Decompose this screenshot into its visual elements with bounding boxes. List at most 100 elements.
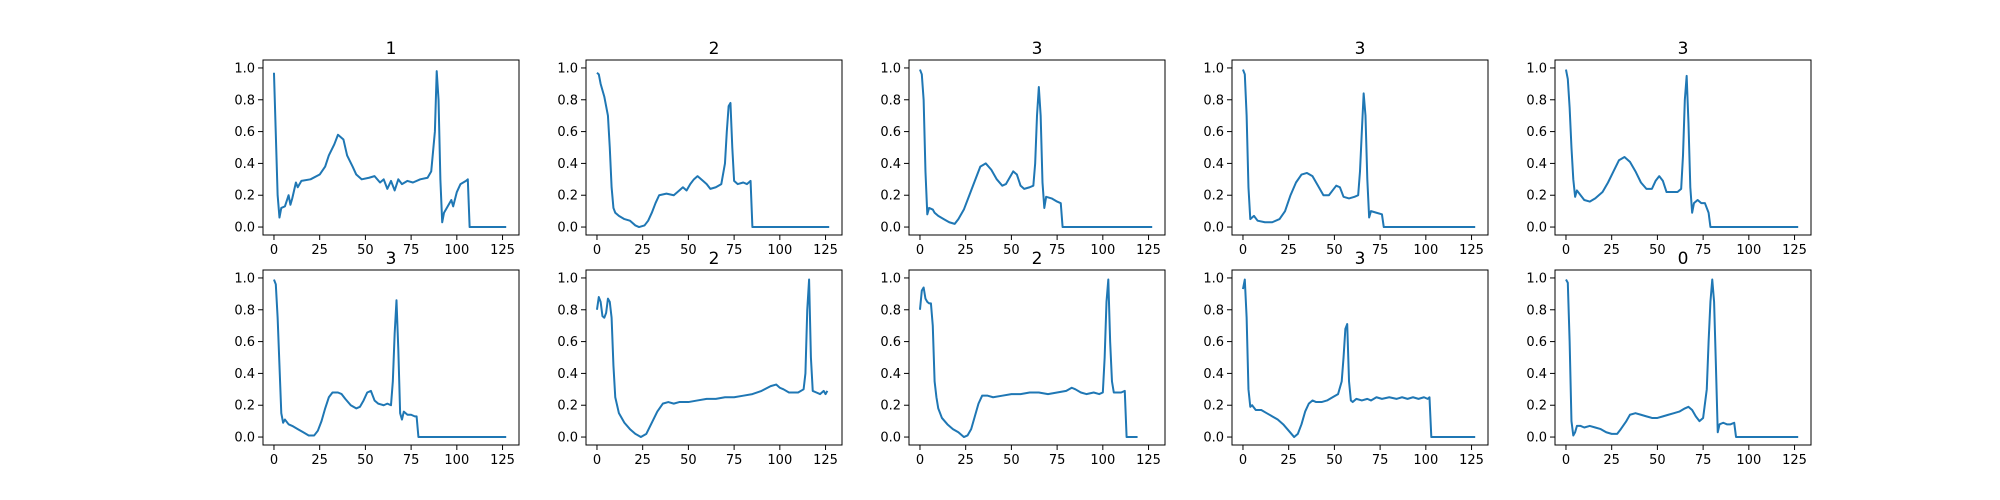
- y-tick-label: 1.0: [557, 271, 578, 286]
- y-tick-label: 0.0: [1203, 221, 1224, 236]
- x-tick-label: 0: [270, 453, 278, 468]
- series-line: [273, 279, 507, 439]
- y-tick-label: 0.2: [1203, 399, 1224, 414]
- panel-10: 0 25 50 75 100 125 0.0 0.2 0.4 0.6 0.8 1.0 0: [1526, 249, 1812, 468]
- panel-2: 0 25 50 75 100 125 0.0 0.2 0.4 0.6 0.8 1.0 2: [557, 39, 843, 258]
- series-line: [918, 278, 1138, 439]
- x-tick-label: 25: [957, 243, 974, 258]
- y-tick-label: 0.8: [557, 93, 578, 108]
- x-tick-label: 0: [1562, 453, 1570, 468]
- y-tick-label: 0.8: [1203, 303, 1224, 318]
- x-tick-label: 25: [957, 453, 974, 468]
- y-tick-label: 0.0: [557, 431, 578, 446]
- panel-title: 2: [709, 39, 720, 59]
- panel-9: 0 25 50 75 100 125 0.0 0.2 0.4 0.6 0.8 1.0 3: [1203, 249, 1489, 468]
- x-tick-label: 125: [813, 243, 838, 258]
- x-tick-label: 0: [916, 453, 924, 468]
- x-tick-label: 0: [1239, 453, 1247, 468]
- x-tick-label: 100: [767, 243, 792, 258]
- axes-frame: [908, 59, 1166, 236]
- panel-7: 0 25 50 75 100 125 0.0 0.2 0.4 0.6 0.8 1.0 2: [557, 249, 843, 468]
- axes-frame: [1231, 269, 1489, 446]
- x-tick-label: 75: [1372, 453, 1389, 468]
- x-tick-label: 25: [1280, 243, 1297, 258]
- panel-title: 3: [1032, 39, 1043, 59]
- panel-title: 3: [1355, 39, 1366, 59]
- axes-frame: [262, 269, 520, 446]
- series-line: [1564, 69, 1799, 229]
- y-tick-label: 1.0: [557, 61, 578, 76]
- y-tick-label: 0.4: [880, 367, 901, 382]
- panel-title: 1: [386, 39, 397, 59]
- x-tick-label: 100: [1736, 243, 1761, 258]
- y-tick-label: 0.8: [880, 303, 901, 318]
- x-tick-label: 75: [403, 243, 420, 258]
- panel-title: 0: [1678, 249, 1689, 269]
- y-tick-label: 0.0: [880, 431, 901, 446]
- x-tick-label: 50: [1326, 243, 1343, 258]
- panel-title: 2: [1032, 249, 1043, 269]
- x-tick-label: 25: [311, 453, 328, 468]
- y-tick-label: 0.0: [880, 221, 901, 236]
- x-tick-label: 25: [1280, 453, 1297, 468]
- y-tick-label: 0.6: [880, 125, 901, 140]
- y-tick-label: 0.8: [1203, 93, 1224, 108]
- x-tick-label: 50: [680, 453, 697, 468]
- x-tick-label: 0: [1562, 243, 1570, 258]
- x-tick-label: 75: [1372, 243, 1389, 258]
- x-tick-label: 25: [311, 243, 328, 258]
- y-tick-label: 0.6: [1203, 335, 1224, 350]
- axes-frame: [262, 59, 520, 236]
- x-tick-label: 100: [1413, 243, 1438, 258]
- y-tick-label: 0.8: [557, 303, 578, 318]
- axes-frame: [1554, 59, 1812, 236]
- x-tick-label: 75: [1695, 243, 1712, 258]
- y-tick-label: 0.0: [234, 431, 255, 446]
- series-line: [1242, 69, 1476, 229]
- y-tick-label: 0.4: [557, 367, 578, 382]
- x-tick-label: 75: [1049, 453, 1066, 468]
- series-line: [1241, 278, 1476, 439]
- series-line: [1565, 278, 1799, 439]
- x-tick-label: 0: [593, 243, 601, 258]
- y-tick-label: 1.0: [1203, 61, 1224, 76]
- y-tick-label: 0.4: [1526, 367, 1547, 382]
- x-tick-label: 75: [726, 243, 743, 258]
- y-tick-label: 0.6: [1526, 125, 1547, 140]
- y-tick-label: 0.6: [234, 335, 255, 350]
- x-tick-label: 50: [1326, 453, 1343, 468]
- x-tick-label: 0: [270, 243, 278, 258]
- panel-title: 3: [1355, 249, 1366, 269]
- x-tick-label: 50: [680, 243, 697, 258]
- x-tick-label: 100: [1090, 453, 1115, 468]
- y-tick-label: 0.6: [1526, 335, 1547, 350]
- x-tick-label: 100: [1736, 453, 1761, 468]
- y-tick-label: 0.2: [234, 189, 255, 204]
- x-tick-label: 125: [1136, 243, 1161, 258]
- axes-frame: [585, 269, 843, 446]
- y-tick-label: 0.6: [1203, 125, 1224, 140]
- y-tick-label: 0.2: [880, 399, 901, 414]
- y-tick-label: 0.2: [1526, 399, 1547, 414]
- y-tick-label: 1.0: [880, 61, 901, 76]
- y-tick-label: 0.6: [234, 125, 255, 140]
- y-tick-label: 1.0: [1526, 271, 1547, 286]
- y-tick-label: 0.4: [234, 367, 255, 382]
- y-tick-label: 0.2: [557, 189, 578, 204]
- x-tick-label: 50: [1649, 453, 1666, 468]
- series-line: [919, 69, 1153, 229]
- series-line: [595, 278, 829, 439]
- x-tick-label: 125: [1782, 243, 1807, 258]
- axes-frame: [585, 59, 843, 236]
- x-tick-label: 100: [1090, 243, 1115, 258]
- x-tick-label: 100: [1413, 453, 1438, 468]
- y-tick-label: 0.0: [234, 221, 255, 236]
- y-tick-label: 0.4: [1203, 157, 1224, 172]
- y-tick-label: 0.0: [1203, 431, 1224, 446]
- x-tick-label: 75: [403, 453, 420, 468]
- x-tick-label: 75: [1695, 453, 1712, 468]
- axes-frame: [1231, 59, 1489, 236]
- panel-5: 0 25 50 75 100 125 0.0 0.2 0.4 0.6 0.8 1.0 3: [1526, 39, 1812, 258]
- series-line: [272, 70, 507, 229]
